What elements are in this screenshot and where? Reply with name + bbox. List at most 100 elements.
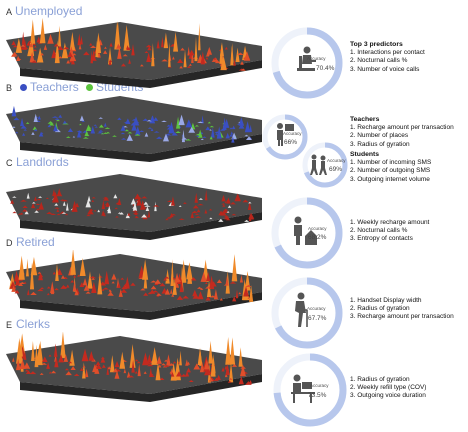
map-spike (147, 46, 152, 51)
map-spike (104, 46, 107, 49)
map-spike (221, 203, 226, 205)
map-spike (79, 282, 85, 288)
map-spike (134, 359, 139, 362)
map-spike (210, 127, 215, 138)
map-spike (65, 202, 69, 211)
map-spike (109, 290, 112, 293)
map-spike (114, 370, 120, 379)
map-spike (107, 366, 111, 370)
map-spike (60, 275, 66, 279)
map-spike (229, 133, 234, 136)
map-spike (48, 371, 52, 374)
map-spike (239, 274, 243, 283)
map-spike (196, 209, 201, 213)
map-spike (82, 278, 88, 286)
map-spike (66, 284, 70, 288)
map-spike (36, 198, 42, 201)
map-spike (226, 197, 231, 204)
map-spike (54, 129, 61, 133)
map-spike (112, 368, 119, 373)
map-spike (54, 356, 59, 368)
map-spike (82, 137, 89, 139)
map-spike (119, 351, 126, 369)
map-spike (25, 122, 30, 124)
map-spike (79, 258, 86, 277)
map-spike (109, 354, 115, 373)
map-spike (216, 374, 221, 380)
predictors-clerks: 1. Radius of gyration 2. Weekly refill t… (350, 376, 426, 401)
map-spike (194, 124, 199, 127)
map-spike (132, 201, 138, 211)
map-spike (100, 356, 106, 363)
map-spike (118, 288, 123, 297)
map-spike (72, 135, 76, 138)
map-spike (35, 203, 41, 206)
map-spike (126, 134, 133, 141)
map-spike (14, 289, 20, 294)
map-spike (10, 199, 15, 204)
map-spike (197, 291, 204, 300)
map-spike (93, 124, 97, 126)
map-spike (172, 56, 175, 60)
map-spike (154, 279, 161, 284)
map-spike (94, 126, 98, 128)
legend-teachers-dot (20, 84, 27, 92)
panel-title-retired: Retired (16, 235, 55, 249)
map-clerks (0, 331, 268, 409)
map-spike (144, 132, 149, 137)
map-spike (101, 365, 106, 368)
map-spike (238, 117, 245, 126)
map-spike (177, 58, 184, 63)
map-spike (186, 65, 192, 68)
map-spike (98, 130, 104, 132)
map-spike (18, 282, 24, 287)
map-spike (97, 209, 100, 213)
map-spike (141, 214, 148, 218)
map-spike (193, 363, 201, 370)
map-spike (153, 117, 159, 121)
map-spike (130, 122, 137, 126)
predictor-item: 3. Outgoing voice duration (350, 392, 426, 400)
map-spike (103, 197, 110, 201)
map-spike (114, 360, 120, 368)
map-spike (194, 213, 200, 215)
map-spike (90, 125, 95, 134)
map-spike (12, 196, 17, 198)
map-spike (58, 56, 63, 59)
map-spike (197, 121, 204, 124)
map-spike (55, 263, 59, 282)
map-spike (231, 363, 238, 367)
map-spike (206, 46, 213, 55)
map-spike (248, 213, 255, 219)
map-spike (162, 133, 170, 142)
accuracy-label: Accuracy (310, 383, 329, 388)
map-spike (89, 208, 94, 211)
map-spike (175, 131, 181, 133)
map-spike (38, 273, 44, 278)
map-spike (245, 136, 253, 140)
map-spike (85, 124, 92, 132)
map-spike (170, 265, 174, 287)
map-spike (233, 59, 236, 66)
map-spike (139, 64, 144, 67)
map-spike (139, 130, 145, 132)
map-spike (38, 196, 43, 198)
map-spike (238, 292, 242, 295)
map-spike (226, 211, 230, 213)
map-spike (37, 115, 41, 120)
map-spike (85, 214, 92, 217)
map-spike (32, 126, 38, 130)
map-spike (178, 114, 185, 126)
map-spike (179, 278, 184, 293)
map-spike (198, 23, 201, 51)
accuracy-label: Accuracy (283, 131, 302, 136)
map-spike (102, 364, 106, 367)
map-spike (125, 213, 130, 219)
map-spike (77, 274, 81, 277)
map-spike (63, 354, 69, 362)
map-spike (161, 363, 166, 366)
map-spike (102, 196, 109, 199)
predictor-item: 3. Radius of gyration (350, 140, 410, 148)
map-spike (56, 268, 63, 275)
map-spike (43, 44, 48, 50)
